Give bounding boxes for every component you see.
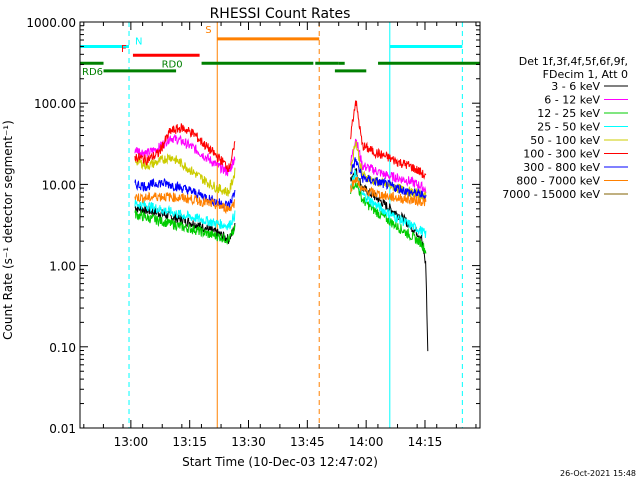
series-trace-5-1: [350, 100, 427, 180]
x-tick-label-0: 13:00: [114, 435, 149, 449]
series-trace-5-0: [134, 123, 236, 173]
flag-label-N: N: [135, 36, 142, 47]
legend-header-0: Det 1f,3f,4f,5f,6f,9f,: [519, 55, 628, 68]
series-trace-0-0: [134, 204, 236, 244]
legend-entry-3: 25 - 50 keV: [537, 121, 600, 134]
series-trace-7-1: [350, 176, 427, 207]
series-trace-7-0: [134, 191, 236, 215]
series-trace-6-1: [350, 157, 427, 201]
y-tick-label-3: 1.00: [49, 260, 76, 274]
y-tick-label-2: 10.00: [42, 178, 76, 192]
x-tick-label-5: 14:15: [408, 435, 443, 449]
series-trace-3-1: [350, 169, 427, 239]
legend-entry-5: 100 - 300 keV: [523, 148, 600, 161]
series-trace-2-1: [350, 177, 427, 254]
legend-entry-7: 800 - 7000 keV: [516, 175, 600, 188]
x-tick-label-1: 13:15: [172, 435, 207, 449]
y-axis-label: Count Rate (s⁻¹ detector segment⁻¹): [1, 120, 15, 340]
y-tick-label-0: 1000.00: [26, 16, 76, 30]
x-tick-label-4: 14:00: [349, 435, 384, 449]
series-trace-1-0: [134, 134, 236, 177]
flag-label-S: S: [205, 25, 211, 36]
legend-entry-4: 50 - 100 keV: [530, 134, 600, 147]
plot-frame: [79, 21, 481, 429]
x-tick-label-2: 13:30: [231, 435, 266, 449]
x-tick-label-3: 13:45: [290, 435, 325, 449]
footer-date: 26-Oct-2021 15:48: [560, 469, 636, 478]
y-tick-label-4: 0.10: [49, 341, 76, 355]
y-tick-label-1: 100.00: [34, 97, 76, 111]
flag-label-F: F: [121, 44, 127, 55]
legend-entry-8: 7000 - 15000 keV: [502, 188, 600, 201]
x-axis-label: Start Time (10-Dec-03 12:47:02): [182, 455, 378, 469]
legend-header-1: FDecim 1, Att 0: [543, 68, 628, 81]
legend-entry-0: 3 - 6 keV: [551, 80, 600, 93]
chart-title: RHESSI Count Rates: [210, 6, 351, 22]
y-tick-label-5: 0.01: [49, 422, 76, 436]
legend-entry-6: 300 - 800 keV: [523, 161, 600, 174]
flag-label-RD0: RD0: [162, 59, 183, 70]
flag-label-RD6: RD6: [82, 67, 103, 78]
series-trace-1-1: [350, 138, 427, 194]
legend-entry-1: 6 - 12 keV: [544, 94, 600, 107]
series-trace-4-0: [134, 153, 236, 197]
series-trace-3-0: [134, 199, 236, 231]
legend-entry-2: 12 - 25 keV: [537, 107, 600, 120]
series-trace-2-0: [134, 209, 236, 246]
